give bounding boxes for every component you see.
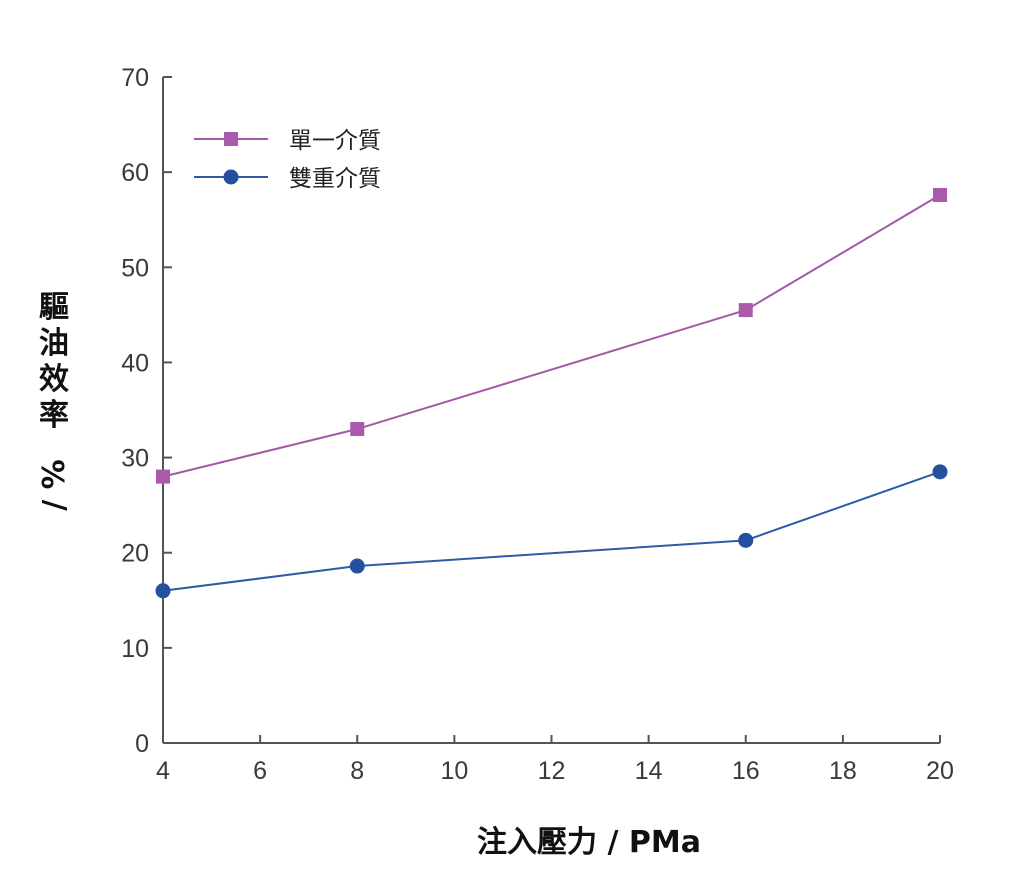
legend-item-dual-medium: 雙重介質	[194, 166, 381, 192]
x-tick-label: 12	[538, 757, 566, 785]
y-tick-label: 60	[121, 159, 149, 187]
series-single-medium	[156, 187, 947, 484]
series-dual-medium	[155, 464, 948, 599]
chart-axes: 4 6 8 10 12 14 16 18 20 0 10 20 30 40 50 60 70	[121, 64, 954, 785]
y-tick-label: 10	[121, 635, 149, 663]
y-tick-label: 70	[121, 64, 149, 92]
data-point-square	[738, 303, 753, 318]
data-point-circle	[155, 583, 171, 599]
y-tick-label: 20	[121, 540, 149, 568]
y-axis-title: 驅油效率	[39, 290, 69, 433]
x-axis-title: 注入壓力 / PMa	[477, 825, 701, 860]
y-tick-label: 50	[121, 254, 149, 282]
series-layer	[155, 187, 948, 599]
x-axis-ticks: 4 6 8 10 12 14 16 18 20	[156, 735, 954, 785]
x-tick-label: 10	[440, 757, 468, 785]
data-point-circle	[738, 532, 754, 548]
y-axis-ticks: 0 10 20 30 40 50 60 70	[121, 64, 172, 758]
data-point-square	[350, 422, 365, 437]
legend-square-marker	[224, 132, 238, 146]
data-point-circle	[349, 558, 365, 574]
y-tick-label: 0	[135, 730, 149, 758]
data-point-square	[156, 469, 170, 484]
x-tick-label: 8	[350, 757, 364, 785]
data-point-square	[933, 187, 947, 202]
x-tick-label: 6	[253, 757, 267, 785]
series-line	[162, 470, 941, 592]
series-line	[162, 194, 941, 478]
x-tick-label: 16	[732, 757, 760, 785]
legend-circle-marker	[223, 169, 239, 185]
y-tick-label: 40	[121, 349, 149, 377]
legend: 單一介質 雙重介質	[194, 128, 381, 192]
legend-label-single-medium: 單一介質	[289, 128, 381, 154]
y-tick-label: 30	[121, 445, 149, 473]
x-tick-label: 18	[829, 757, 857, 785]
legend-item-single-medium: 單一介質	[194, 128, 381, 154]
data-point-circle	[932, 464, 948, 480]
y-axis-title-unit: / %	[37, 459, 72, 510]
x-tick-label: 20	[926, 757, 954, 785]
x-tick-label: 4	[156, 757, 170, 785]
legend-label-dual-medium: 雙重介質	[289, 166, 381, 192]
x-tick-label: 14	[635, 757, 663, 785]
